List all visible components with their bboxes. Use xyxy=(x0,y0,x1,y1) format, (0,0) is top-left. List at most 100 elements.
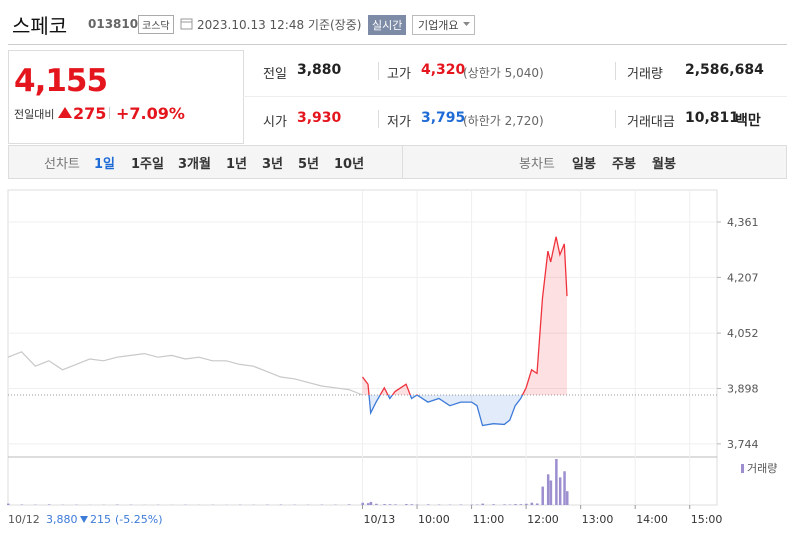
volume-bar xyxy=(558,477,562,505)
x-tick-label: 11:00 xyxy=(473,513,505,526)
candle-tab[interactable]: 주봉 xyxy=(612,157,636,172)
price-line-below xyxy=(368,394,524,427)
volume-bar xyxy=(525,503,528,505)
stat-value: 10,811 xyxy=(685,110,740,126)
change-label: 전일대비 xyxy=(14,108,55,121)
company-info-label: 기업개요 xyxy=(418,19,459,32)
sep xyxy=(402,146,403,178)
period-tab[interactable]: 1년 xyxy=(226,157,248,172)
company-info-button[interactable]: 기업개요 xyxy=(412,15,476,35)
volume-bar xyxy=(530,502,534,505)
period-tab[interactable]: 10년 xyxy=(334,157,365,172)
sep xyxy=(378,62,379,80)
prev-close: 3,880 xyxy=(46,513,78,526)
up-arrow xyxy=(58,107,72,118)
dropdown-icon xyxy=(463,22,471,26)
period-tab[interactable]: 3개월 xyxy=(178,157,211,172)
x-tick-label: 15:00 xyxy=(691,513,723,526)
line-chart-label: 선차트 xyxy=(44,157,80,172)
price-line-above xyxy=(361,236,568,395)
volume-bar xyxy=(383,504,386,505)
change-amount: 275 xyxy=(73,104,107,123)
prev-day-line xyxy=(7,351,363,396)
x-tick-label: 10/13 xyxy=(364,513,396,526)
volume-bar xyxy=(514,504,517,505)
volume-bar xyxy=(566,491,569,505)
volume-bar xyxy=(347,504,351,505)
volume-bar xyxy=(503,504,506,505)
stat-note: (상한가 5,040) xyxy=(463,66,544,80)
stat-value: 3,930 xyxy=(297,110,342,126)
price-box xyxy=(8,50,244,144)
sep xyxy=(378,110,379,128)
volume-bar xyxy=(7,503,10,505)
volume-bar xyxy=(361,502,364,505)
y-tick-label: 3,898 xyxy=(727,382,759,395)
volume-legend: 거래량 xyxy=(747,462,777,475)
volume-bar xyxy=(410,504,414,505)
datetime: 2023.10.13 12:48 기준(장중) xyxy=(197,18,362,32)
stat-value: 3,795 xyxy=(421,110,466,126)
stat-label: 저가 xyxy=(387,115,411,130)
area-below xyxy=(362,394,568,426)
volume-bar xyxy=(481,503,484,505)
stock-name: 스페코 xyxy=(12,14,68,38)
prev-change: 215 xyxy=(90,513,111,526)
calendar-icon xyxy=(180,18,193,30)
tab-bar xyxy=(8,145,787,179)
period-tab[interactable]: 1주일 xyxy=(131,157,164,172)
sep xyxy=(109,107,110,119)
volume-bar xyxy=(549,480,553,505)
volume-bar xyxy=(369,501,373,505)
stat-label: 전일 xyxy=(263,67,287,82)
y-tick-label: 4,207 xyxy=(727,271,759,284)
stat-value: 2,586,684 xyxy=(685,62,764,78)
x-tick-label: 10:00 xyxy=(418,513,450,526)
x-tick-label: 14:00 xyxy=(636,513,668,526)
volume-bar xyxy=(555,459,558,505)
y-tick-label: 4,052 xyxy=(727,327,759,340)
volume-bar xyxy=(366,503,370,505)
prev-change-pct: (-5.25%) xyxy=(115,513,163,526)
volume-bar xyxy=(563,471,566,505)
stat-label: 시가 xyxy=(263,115,287,130)
volume-bar xyxy=(546,474,550,505)
volume-bar xyxy=(541,486,544,505)
volume-bar xyxy=(426,504,430,505)
period-tab[interactable]: 3년 xyxy=(262,157,284,172)
candle-tab[interactable]: 월봉 xyxy=(652,157,676,172)
stock-code: 013810 xyxy=(88,17,139,31)
stat-label: 고가 xyxy=(387,67,411,82)
prev-date: 10/12 xyxy=(8,513,40,526)
candle-tab[interactable]: 일봉 xyxy=(572,157,596,172)
period-tab[interactable]: 5년 xyxy=(298,157,320,172)
stat-note: (하한가 2,720) xyxy=(463,114,544,128)
stat-value: 4,320 xyxy=(421,62,466,78)
stat-unit: 백만 xyxy=(735,113,761,129)
volume-bar xyxy=(536,503,539,505)
y-tick-label: 3,744 xyxy=(727,438,759,451)
realtime-badge[interactable]: 실시간 xyxy=(368,15,407,35)
x-tick-label: 13:00 xyxy=(582,513,614,526)
header-divider xyxy=(8,44,787,45)
y-tick-label: 4,361 xyxy=(727,216,759,229)
sep xyxy=(615,110,616,128)
current-price: 4,155 xyxy=(14,63,108,99)
area-above xyxy=(362,236,568,395)
stat-value: 3,880 xyxy=(297,62,342,78)
volume-bar xyxy=(519,504,523,505)
period-tab[interactable]: 1일 xyxy=(94,157,116,172)
stat-label: 거래량 xyxy=(627,67,663,82)
x-tick-label: 12:00 xyxy=(527,513,559,526)
volume-legend-swatch xyxy=(741,464,744,473)
volume-bar xyxy=(375,503,378,505)
chart: 거래량 10/12 3,880 215 (-5.25%) 3,744 3,898 4… xyxy=(7,189,777,526)
volume-bar xyxy=(405,504,408,505)
volume-bar xyxy=(394,504,397,505)
candle-chart-label: 봉차트 xyxy=(519,157,555,172)
sep xyxy=(615,62,616,80)
change-percent: +7.09% xyxy=(116,104,185,123)
volume-bar xyxy=(47,504,51,505)
market-badge: 코스닥 xyxy=(138,15,174,34)
